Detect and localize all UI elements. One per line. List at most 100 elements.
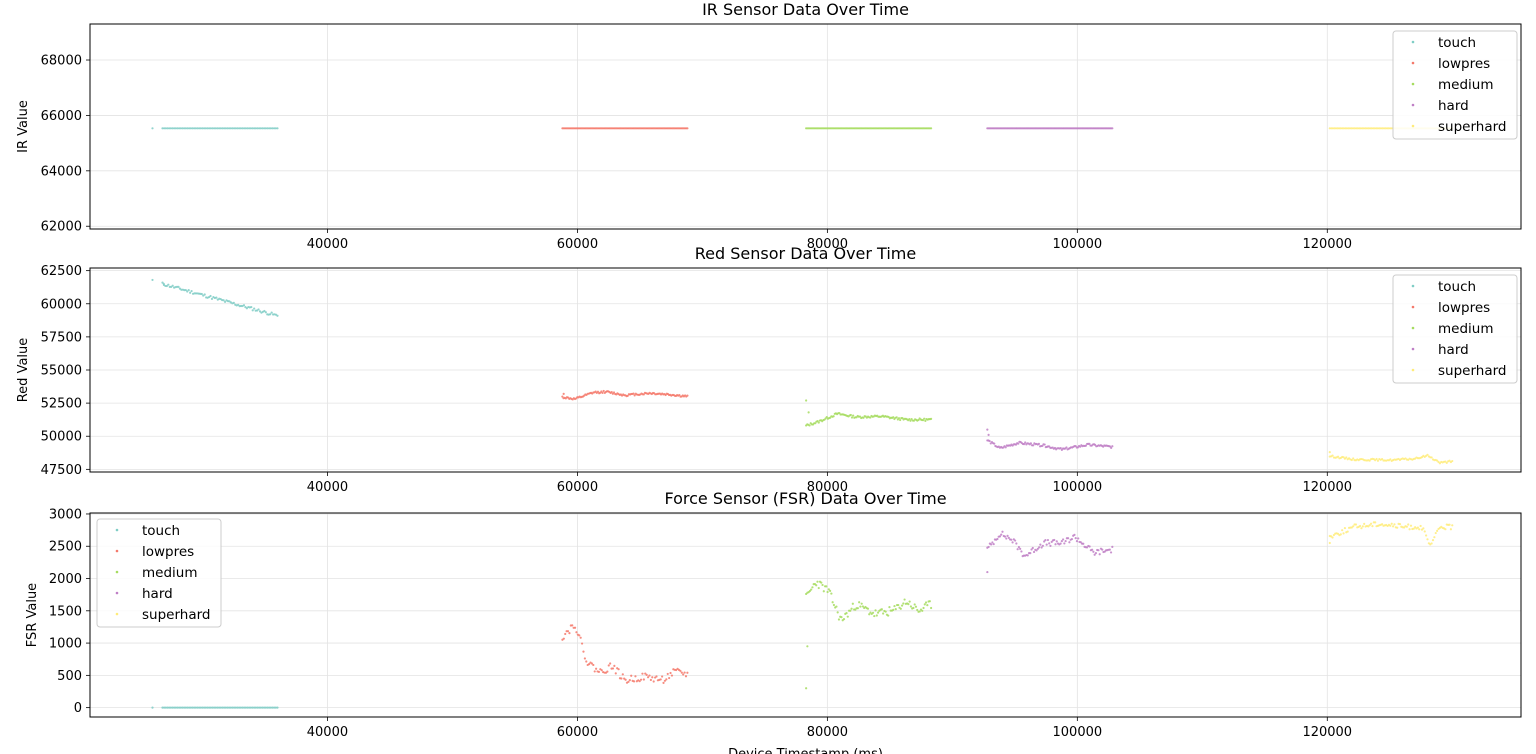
data-point [174,706,177,709]
data-point [1077,537,1080,540]
series-touch [151,706,279,709]
data-point [201,706,204,709]
data-point [171,706,174,709]
data-point [663,679,667,682]
data-point [1372,127,1375,130]
data-point [611,667,615,670]
data-point [1035,549,1038,552]
data-point [261,706,264,709]
data-point [210,297,214,300]
data-point [987,545,990,549]
data-point [204,127,207,130]
data-point [571,624,574,627]
data-point [996,537,999,541]
data-point [1359,127,1362,130]
y-tick-label: 68000 [41,54,82,69]
data-point [810,588,813,591]
data-point [171,284,174,287]
data-point [606,670,609,673]
data-point [1101,548,1104,551]
data-point [263,706,266,709]
data-point [198,127,201,130]
data-point [1350,458,1353,462]
data-point [221,706,224,709]
data-point [921,419,925,422]
data-point [226,706,229,709]
data-point [842,618,846,621]
data-point [174,127,177,130]
data-point [1328,451,1331,454]
data-point [194,706,197,709]
data-point [1422,527,1425,530]
data-point [188,706,191,709]
data-point [1336,455,1340,458]
data-point [1430,456,1433,459]
data-point [912,606,915,610]
data-point [585,660,588,663]
data-point [1420,528,1424,531]
data-point [266,706,269,709]
data-point [1001,530,1004,533]
x-tick-label: 120000 [1302,480,1352,495]
data-point [986,428,989,431]
data-point [1368,459,1371,462]
data-point [203,706,206,709]
data-point [1041,544,1044,547]
data-point [233,706,236,709]
data-point [831,601,834,604]
data-point [1004,446,1007,449]
data-point [177,285,180,288]
data-point [166,706,169,709]
data-point [1016,548,1019,551]
data-point [256,127,259,130]
data-point [652,680,655,683]
data-point [1073,533,1076,536]
data-point [1040,546,1043,549]
data-point [1344,127,1347,130]
data-point [1330,127,1333,130]
data-point [892,416,895,419]
legend-label: hard [1438,342,1469,358]
data-point [269,313,272,316]
data-point [269,706,272,709]
data-point [193,706,196,709]
data-point [1360,527,1363,530]
data-point [187,289,190,292]
data-point [248,127,251,130]
data-point [580,642,584,645]
series-lowpres [561,127,689,130]
data-point [1068,541,1071,544]
data-point [1365,127,1369,130]
data-point [1342,456,1345,459]
data-point [1044,539,1047,542]
data-point [218,706,221,709]
data-point [221,127,224,130]
data-point [208,127,211,130]
data-point [1382,127,1386,130]
data-point [169,127,172,130]
data-point [219,706,222,709]
data-point [209,127,212,130]
data-point [821,583,824,587]
data-point [897,417,901,420]
data-point [239,127,242,130]
data-point [1337,127,1341,130]
data-point [164,706,167,709]
y-axis-label: FSR Value [25,583,40,647]
data-point [173,127,176,130]
data-point [211,127,214,130]
data-point [1380,457,1384,461]
data-point [1348,127,1352,130]
data-point [562,637,565,640]
data-point [1438,462,1441,465]
data-point [900,604,904,607]
legend-label: superhard [1438,119,1507,135]
data-point [1024,441,1027,444]
data-point [201,127,204,130]
data-point [1375,127,1378,130]
data-point [238,706,241,709]
legend-label: medium [1438,77,1493,93]
data-point [1336,127,1339,130]
data-point [1054,543,1057,546]
data-point [151,278,154,282]
